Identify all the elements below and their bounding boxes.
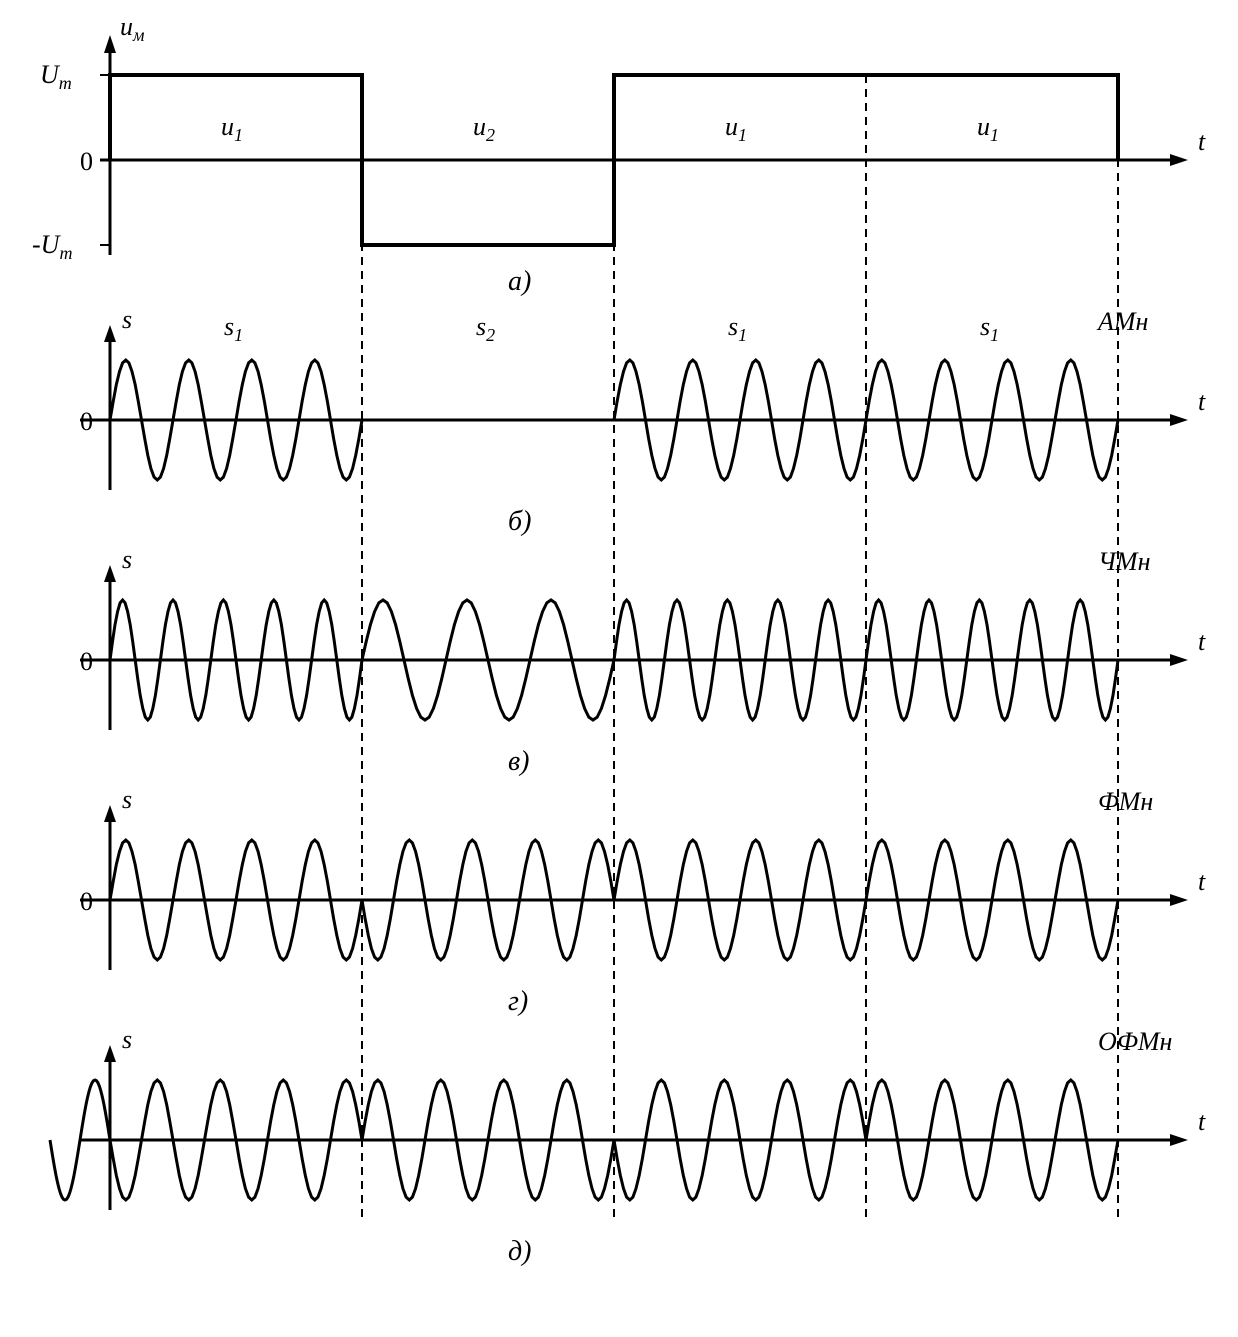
svg-text:s1: s1 (980, 312, 999, 345)
svg-text:0: 0 (80, 407, 93, 436)
svg-text:t: t (1198, 387, 1206, 416)
svg-text:uм: uм (120, 20, 145, 45)
svg-text:s: s (122, 305, 132, 334)
svg-text:t: t (1198, 627, 1206, 656)
svg-text:г): г) (508, 986, 528, 1017)
svg-text:0: 0 (80, 647, 93, 676)
svg-text:s: s (122, 545, 132, 574)
svg-text:б): б) (508, 506, 531, 537)
svg-text:u1: u1 (977, 112, 999, 145)
svg-text:s: s (122, 1025, 132, 1054)
svg-text:u1: u1 (221, 112, 243, 145)
svg-text:ЧМн: ЧМн (1098, 547, 1150, 576)
svg-text:u2: u2 (473, 112, 495, 145)
svg-text:s: s (122, 785, 132, 814)
svg-text:t: t (1198, 867, 1206, 896)
svg-text:ФМн: ФМн (1098, 787, 1153, 816)
svg-text:t: t (1198, 127, 1206, 156)
svg-text:-Um: -Um (32, 230, 72, 263)
svg-text:s2: s2 (476, 312, 495, 345)
svg-text:t: t (1198, 1107, 1206, 1136)
svg-text:в): в) (508, 746, 529, 777)
svg-text:АМн: АМн (1096, 307, 1148, 336)
svg-text:ОФМн: ОФМн (1098, 1027, 1172, 1056)
svg-text:а): а) (508, 266, 531, 297)
svg-text:Um: Um (40, 60, 72, 93)
svg-text:0: 0 (80, 147, 93, 176)
svg-text:s1: s1 (728, 312, 747, 345)
modulation-diagram: uм Um -Um 0 t u1 u2 u1 u1 а) s 0 t АМн s1 s2 s1 s1 б) s 0 t ЧМ… (20, 20, 1238, 1317)
svg-text:u1: u1 (725, 112, 747, 145)
svg-text:s1: s1 (224, 312, 243, 345)
svg-text:0: 0 (80, 887, 93, 916)
svg-text:д): д) (508, 1236, 532, 1267)
